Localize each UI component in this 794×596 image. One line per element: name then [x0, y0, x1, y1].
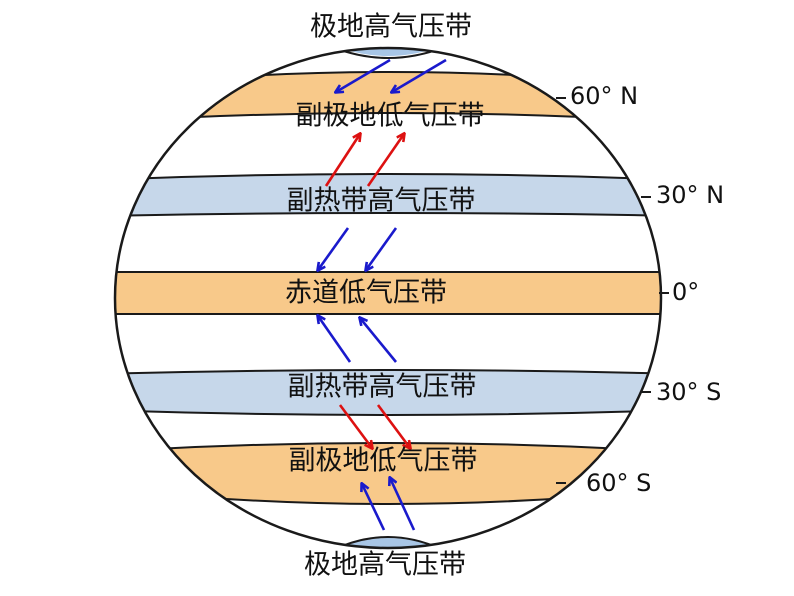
belt-label-north-subpolar-low: 副极地低气压带 — [296, 101, 485, 132]
belt-label-south-subtropical-high: 副热带高气压带 — [288, 372, 477, 403]
band-equatorial-low — [115, 272, 661, 314]
belt-label-equatorial-low: 赤道低气压带 — [285, 278, 447, 309]
latitude-label-60n: 60° N — [570, 82, 638, 110]
wind-arrow-westerly-south — [376, 404, 410, 448]
belt-label-north-subtropical-high: 副热带高气压带 — [287, 186, 476, 217]
belt-label-north-polar-high: 极地高气压带 — [310, 12, 472, 43]
wind-arrow-westerly-north — [366, 134, 404, 187]
band-south-subtropical-high — [115, 370, 661, 415]
band-south-subpolar-low — [115, 443, 661, 504]
wind-arrow-polar-easterly-south — [390, 478, 416, 531]
wind-arrow-trade-wind-north — [366, 227, 398, 270]
band-edge — [115, 369, 661, 375]
wind-arrows — [318, 58, 447, 531]
wind-arrow-trade-wind-south — [360, 318, 398, 363]
latitude-label-equator: 0° — [672, 278, 699, 306]
belt-label-south-polar-high: 极地高气压带 — [304, 550, 466, 581]
band-edge — [115, 442, 661, 453]
latitude-label-30s: 30° S — [656, 378, 721, 406]
globe-outline — [113, 46, 663, 550]
wind-arrow-westerly-north — [324, 134, 360, 187]
latitude-label-30n: 30° N — [656, 181, 724, 209]
wind-arrow-polar-easterly-south — [362, 484, 386, 531]
wind-arrow-trade-wind-north — [318, 227, 350, 270]
band-north-subtropical-high — [115, 174, 661, 216]
latitude-ticks — [556, 97, 669, 484]
belt-label-south-subpolar-low: 副极地低气压带 — [289, 446, 478, 477]
band-edge — [115, 173, 661, 181]
latitude-label-60s: 60° S — [586, 469, 651, 497]
wind-arrow-polar-easterly-north — [336, 58, 391, 92]
wind-arrow-westerly-south — [338, 404, 372, 448]
band-edge — [115, 409, 661, 416]
band-edge — [115, 212, 661, 217]
wind-arrow-trade-wind-south — [318, 316, 352, 363]
wind-arrow-polar-easterly-north — [392, 58, 447, 92]
